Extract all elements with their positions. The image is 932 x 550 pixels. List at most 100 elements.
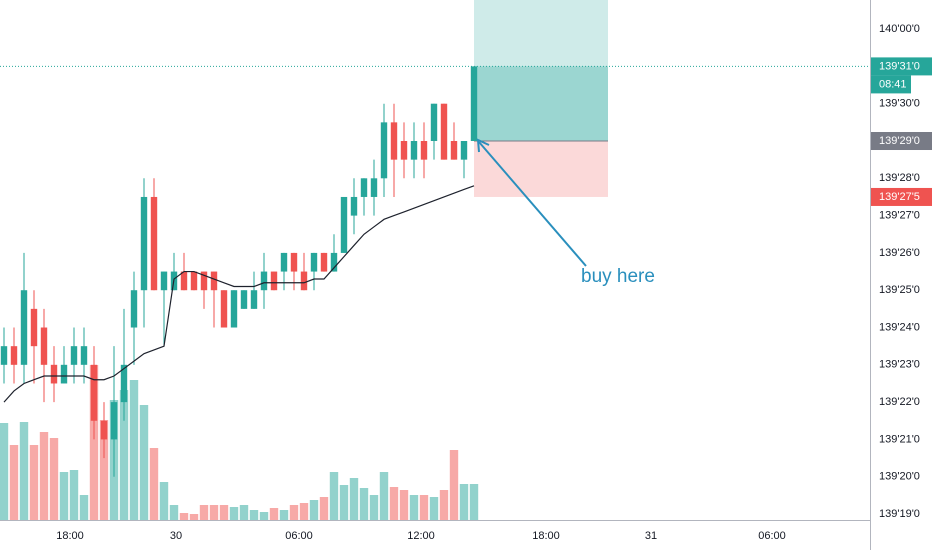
- candle-body: [330, 252, 338, 272]
- volume-bar: [179, 513, 189, 520]
- position-tool: [474, 0, 608, 197]
- candle-body: [420, 141, 428, 160]
- candle-body: [230, 290, 238, 328]
- candle-body: [70, 346, 78, 365]
- price-tag: [871, 187, 932, 206]
- volume-bar: [219, 505, 229, 520]
- volume-bar: [369, 495, 379, 520]
- volume-bar: [149, 448, 159, 520]
- annotation-arrow: buy here: [476, 138, 655, 287]
- x-tick-label: 31: [645, 530, 657, 542]
- candle-body: [340, 196, 348, 253]
- volume-bar: [89, 365, 99, 520]
- candle-body: [10, 346, 18, 365]
- candle-body: [300, 271, 308, 291]
- volume-bar: [319, 497, 329, 520]
- candle-body: [160, 271, 168, 291]
- arrow-head: [476, 138, 490, 153]
- arrow-line: [478, 141, 587, 267]
- candle-body: [440, 103, 448, 160]
- volume-bar: [99, 420, 109, 520]
- volume-bar: [49, 438, 59, 520]
- candle-body: [460, 141, 468, 160]
- volume-bar: [409, 495, 419, 520]
- volume-bar: [439, 490, 449, 520]
- volume-bar: [229, 507, 239, 520]
- volume-bar: [359, 488, 369, 520]
- axes: 140'00'0 139'30'0 139'28'0 139'27'0 139'26'0…: [56, 23, 932, 542]
- price-tag-label: 139'29'0: [879, 135, 920, 147]
- volume-bar: [379, 472, 389, 520]
- y-tick-label: 139'26'0: [879, 247, 920, 259]
- candle-body: [370, 178, 378, 197]
- volume-bar: [199, 505, 209, 520]
- y-tick-label: 139'28'0: [879, 172, 920, 184]
- candle-body: [240, 290, 248, 309]
- candle-body: [350, 196, 358, 216]
- volume: [0, 365, 479, 520]
- candle-body: [470, 66, 478, 142]
- volume-bar: [249, 510, 259, 520]
- volume-bar: [329, 472, 339, 520]
- y-tick-label: 139'27'0: [879, 210, 920, 222]
- candle-body: [360, 178, 368, 197]
- candle-body: [270, 271, 278, 291]
- candle-body: [430, 103, 438, 142]
- volume-bar: [259, 512, 269, 520]
- volume-bar: [309, 500, 319, 520]
- candle-body: [100, 420, 108, 440]
- price-tag: [871, 132, 932, 151]
- candle-body: [90, 364, 98, 421]
- x-tick-label: 30: [170, 530, 182, 542]
- open-profit-zone: [474, 66, 608, 142]
- candle-body: [320, 252, 328, 272]
- candle-body: [280, 252, 288, 272]
- candle-body: [250, 290, 258, 309]
- candle-body: [400, 141, 408, 160]
- volume-bar: [349, 478, 359, 520]
- stop-zone: [474, 141, 608, 197]
- volume-bar: [459, 484, 469, 520]
- volume-bar: [39, 432, 49, 520]
- moving-average: [3, 185, 475, 403]
- volume-bar: [169, 505, 179, 520]
- candle-body: [120, 364, 128, 403]
- volume-bar: [69, 470, 79, 520]
- candle-body: [190, 271, 198, 291]
- volume-bar: [239, 505, 249, 520]
- candle-body: [260, 271, 268, 291]
- x-tick-label: 12:00: [407, 530, 435, 542]
- candle-body: [140, 196, 148, 291]
- candle-body: [200, 271, 208, 291]
- price-tag-label: 139'27'5: [879, 191, 920, 203]
- volume-bar: [269, 508, 279, 520]
- candle-body: [410, 141, 418, 160]
- candle-body: [130, 290, 138, 328]
- y-tick-label: 140'00'0: [879, 23, 920, 35]
- candle-body: [450, 141, 458, 160]
- volume-bar: [189, 514, 199, 520]
- candle-body: [180, 271, 188, 291]
- volume-bar: [29, 445, 39, 520]
- volume-bar: [299, 503, 309, 520]
- candle-body: [290, 252, 298, 272]
- candle-body: [30, 308, 38, 347]
- candle-body: [210, 271, 218, 291]
- volume-bar: [139, 405, 149, 520]
- y-tick-label: 139'25'0: [879, 284, 920, 296]
- volume-bar: [449, 450, 459, 520]
- x-tick-label: 18:00: [532, 530, 560, 542]
- annotation-text: buy here: [581, 266, 655, 287]
- overlays: [0, 65, 870, 403]
- y-tick-label: 139'21'0: [879, 433, 920, 445]
- candle-body: [80, 346, 88, 365]
- candle-body: [390, 122, 398, 160]
- volume-bar: [59, 472, 69, 520]
- candle-body: [380, 122, 388, 179]
- volume-bar: [0, 423, 9, 520]
- candle-body: [60, 364, 68, 384]
- target-zone: [474, 0, 608, 142]
- y-tick-label: 139'20'0: [879, 471, 920, 483]
- volume-bar: [339, 485, 349, 520]
